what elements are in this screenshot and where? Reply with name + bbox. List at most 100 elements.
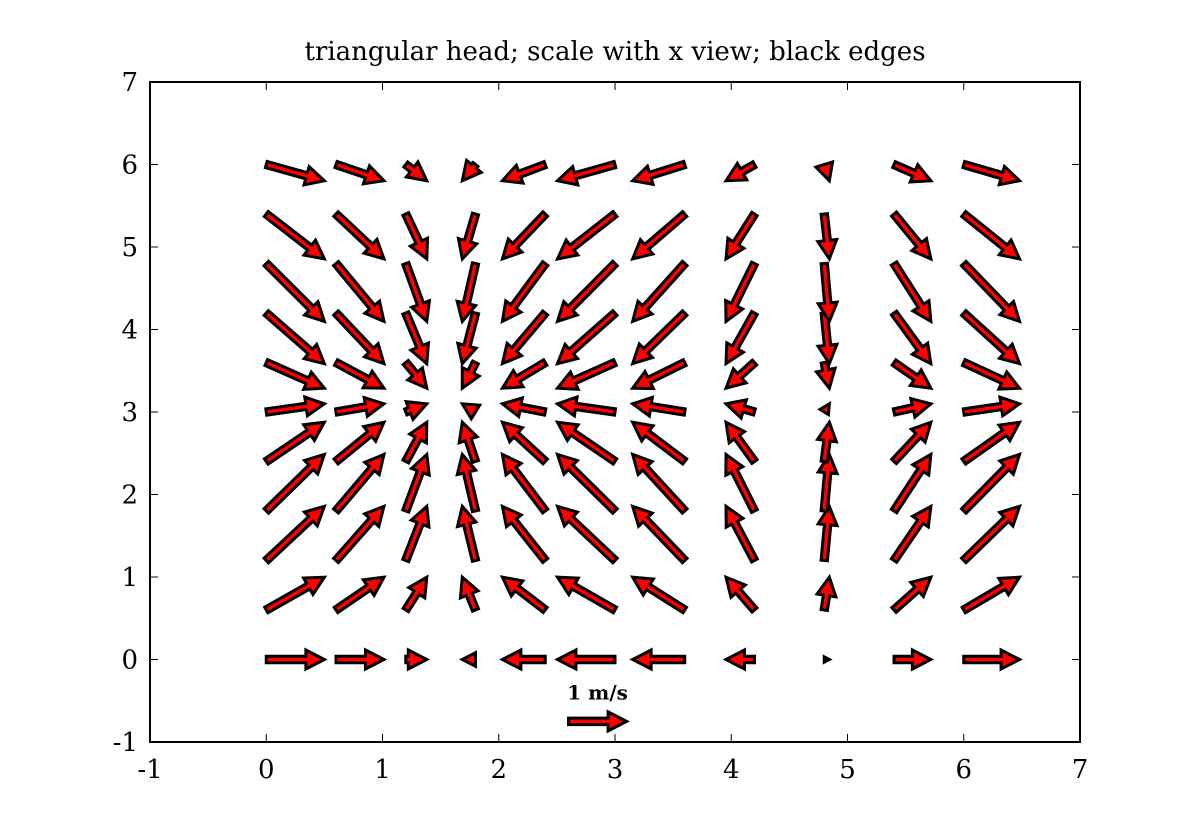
quiver-arrow	[455, 503, 481, 564]
quiver-arrow	[333, 159, 388, 186]
quiver-arrow	[630, 420, 689, 467]
quiver-arrow	[889, 419, 934, 466]
quiver-arrow	[723, 159, 759, 183]
quiver-arrow	[554, 159, 618, 187]
quiver-arrow	[554, 209, 620, 261]
quiver-arrow	[499, 357, 549, 390]
quiver-arrow	[630, 503, 690, 565]
quiver-arrows	[261, 157, 1023, 672]
quiver-arrow	[629, 159, 688, 187]
quiver-arrow	[890, 159, 934, 184]
quiver-arrow	[264, 394, 328, 419]
quiver-arrow	[959, 420, 1023, 467]
quiver-arrow	[400, 451, 432, 515]
quiver-arrow	[459, 402, 483, 422]
quiver-arrow	[724, 260, 760, 325]
x-tick-label: 7	[1072, 755, 1089, 785]
quiver-arrow	[334, 647, 388, 672]
quiver-arrow	[554, 575, 619, 615]
quiver-arrow	[331, 451, 387, 516]
quiver-arrow	[814, 418, 839, 464]
quiver-key-arrow	[567, 709, 630, 734]
quiver-arrow	[555, 504, 620, 565]
axis-tick-labels: -1 0 1 2 3 4 5 6 7 -1 0 1 2 3 4 5 6 7	[113, 68, 1089, 785]
quiver-arrow	[263, 159, 328, 187]
quiver-arrow	[499, 647, 547, 672]
quiver-arrow	[961, 394, 1023, 419]
quiver-arrow	[400, 503, 431, 564]
quiver-arrow	[400, 210, 430, 262]
quiver-arrow	[401, 358, 429, 391]
y-tick-label: -1	[113, 728, 138, 758]
y-tick-label: 6	[121, 151, 138, 181]
quiver-arrow	[400, 419, 429, 466]
quiver-arrow	[629, 395, 687, 419]
x-tick-label: 1	[374, 755, 391, 785]
quiver-arrow	[815, 211, 839, 263]
quiver-arrow	[724, 503, 760, 565]
quiver-arrow	[262, 575, 328, 615]
quiver-arrow	[962, 647, 1023, 672]
quiver-arrow	[500, 308, 550, 367]
quiver-arrow	[262, 209, 327, 261]
quiver-arrow	[261, 452, 327, 516]
quiver-arrow	[499, 395, 548, 420]
quiver-arrow	[499, 575, 550, 615]
quiver-arrow	[815, 311, 840, 367]
y-tick-label: 5	[121, 233, 138, 263]
quiver-arrow	[724, 451, 760, 515]
quiver-arrow	[333, 395, 388, 419]
quiver-arrow	[554, 647, 617, 672]
quiver-arrow	[264, 647, 328, 672]
quiver-arrow	[262, 357, 328, 392]
quiver-arrow	[960, 357, 1023, 391]
quiver-arrow	[455, 310, 481, 367]
quiver-arrow	[500, 451, 550, 516]
quiver-arrow	[332, 575, 387, 615]
x-tick-label: 4	[723, 755, 740, 785]
quiver-arrow	[554, 394, 618, 419]
quiver-arrow	[960, 575, 1023, 615]
quiver-arrow	[460, 359, 483, 392]
quiver-arrow	[891, 396, 935, 420]
quiver-arrow	[890, 357, 934, 391]
quiver-arrow	[400, 574, 429, 614]
quiver-arrow	[815, 451, 840, 513]
quiver-arrow	[555, 259, 620, 324]
quiver-arrow	[261, 504, 327, 565]
plot-frame	[149, 81, 1081, 743]
quiver-arrow	[815, 261, 840, 325]
quiver-arrow	[889, 451, 933, 515]
quiver-arrow	[261, 259, 327, 324]
quiver-arrow	[500, 259, 550, 325]
quiver-arrow	[456, 211, 481, 263]
quiver-arrow	[404, 647, 431, 672]
quiver-arrow	[630, 259, 690, 324]
quiver-arrow	[724, 210, 760, 262]
quiver-arrow	[724, 419, 760, 466]
y-tick-label: 3	[121, 398, 138, 428]
quiver-arrow	[499, 159, 549, 185]
quiver-arrow	[400, 260, 432, 325]
quiver-arrow	[959, 308, 1022, 366]
quiver-arrow	[813, 360, 838, 392]
quiver-arrow	[959, 209, 1023, 261]
quiver-arrow	[500, 209, 550, 262]
quiver-arrow	[889, 259, 933, 325]
quiver-arrow	[400, 309, 431, 367]
quiver-arrow	[959, 452, 1022, 516]
y-tick-label: 0	[121, 646, 138, 676]
quiver-arrow	[813, 159, 835, 184]
quiver-arrow	[402, 399, 430, 423]
quiver-arrow	[629, 357, 689, 391]
chart-title: triangular head; scale with x view; blac…	[304, 37, 925, 67]
quiver-arrow	[817, 401, 832, 418]
quiver-arrow	[630, 451, 690, 516]
quiver-arrow	[814, 573, 839, 613]
quiver-arrow	[331, 420, 387, 467]
quiver-arrow	[455, 451, 481, 514]
quiver-arrow	[889, 209, 933, 262]
quiver-arrow	[722, 647, 756, 672]
quiver-arrow	[331, 308, 387, 367]
y-tick-label: 4	[121, 316, 138, 346]
